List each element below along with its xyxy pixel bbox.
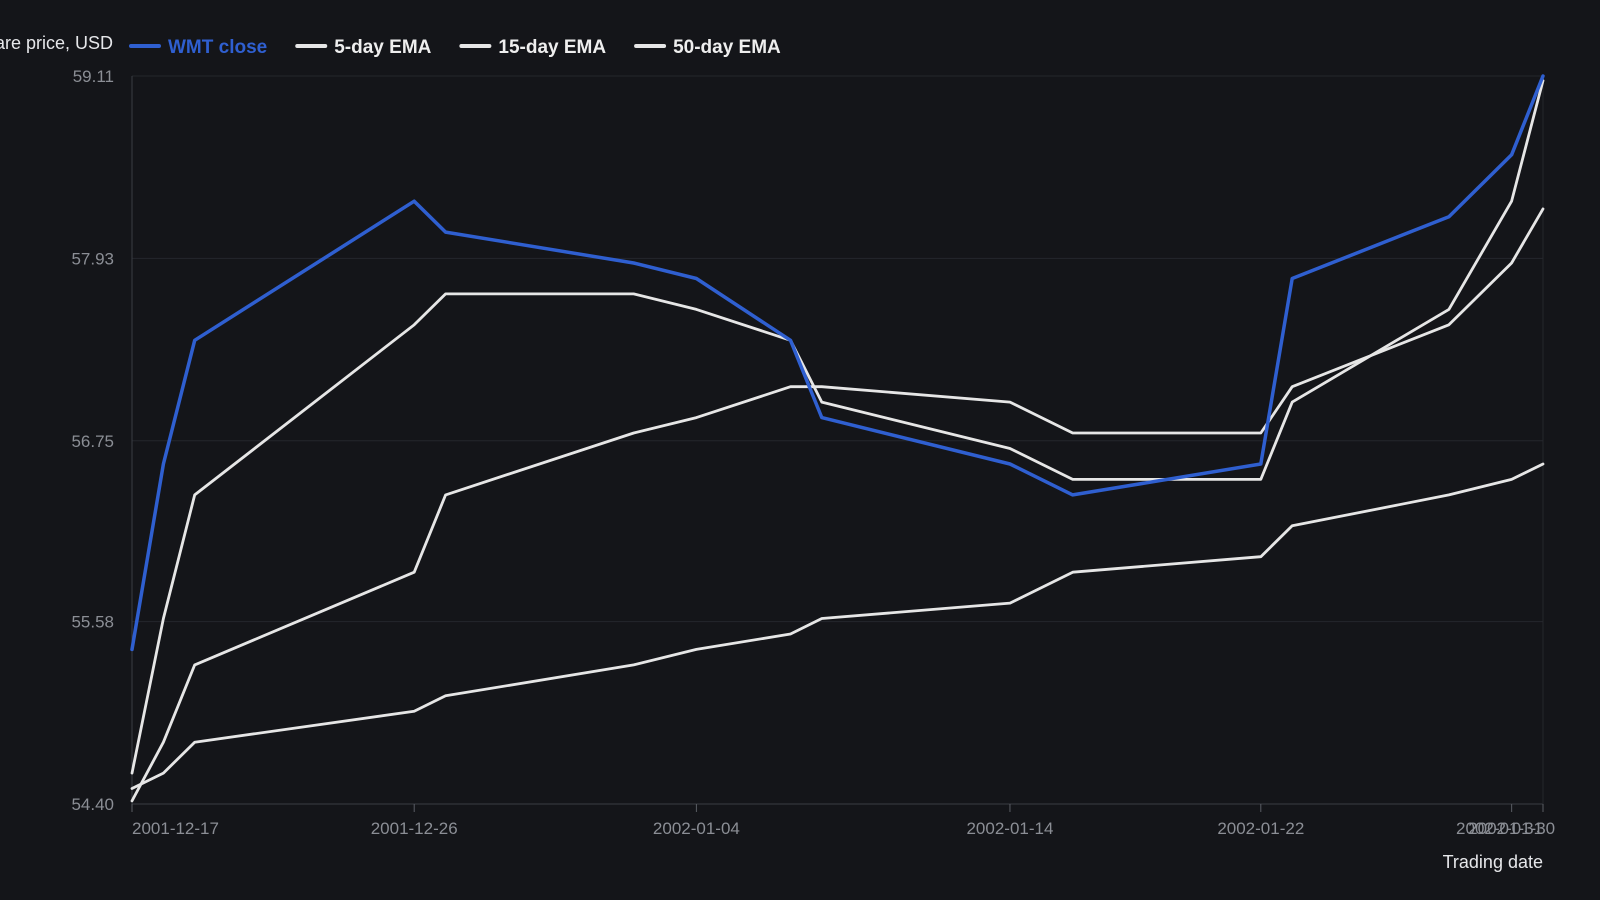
- x-tick-label: 2002-01-22: [1217, 819, 1304, 838]
- series-line-3: [130, 462, 1545, 790]
- series-line-0: [130, 74, 1545, 652]
- legend-label: 5-day EMA: [334, 37, 431, 58]
- x-tick-label: 2002-01-04: [653, 819, 740, 838]
- x-tick-label: 2002-01-31: [1456, 819, 1543, 838]
- legend-label: 15-day EMA: [498, 37, 606, 58]
- y-tick-label: 55.58: [71, 613, 114, 632]
- y-tick-label: 54.40: [71, 795, 114, 814]
- legend-label: 50-day EMA: [673, 37, 781, 58]
- x-tick-label: 2001-12-26: [371, 819, 458, 838]
- y-axis-title: Share price, USD: [0, 33, 113, 53]
- series-line-1: [130, 79, 1545, 775]
- x-tick-label: 2002-01-14: [966, 819, 1053, 838]
- x-axis-title: Trading date: [1443, 852, 1543, 872]
- x-tick-label: 2002-01-30: [1468, 819, 1555, 838]
- y-tick-label: 57.93: [71, 249, 114, 268]
- y-tick-label: 56.75: [71, 432, 114, 451]
- x-tick-label: 2001-12-17: [132, 819, 219, 838]
- series-line-2: [130, 207, 1545, 803]
- legend-label: WMT close: [168, 37, 267, 58]
- y-tick-label: 59.11: [73, 67, 114, 86]
